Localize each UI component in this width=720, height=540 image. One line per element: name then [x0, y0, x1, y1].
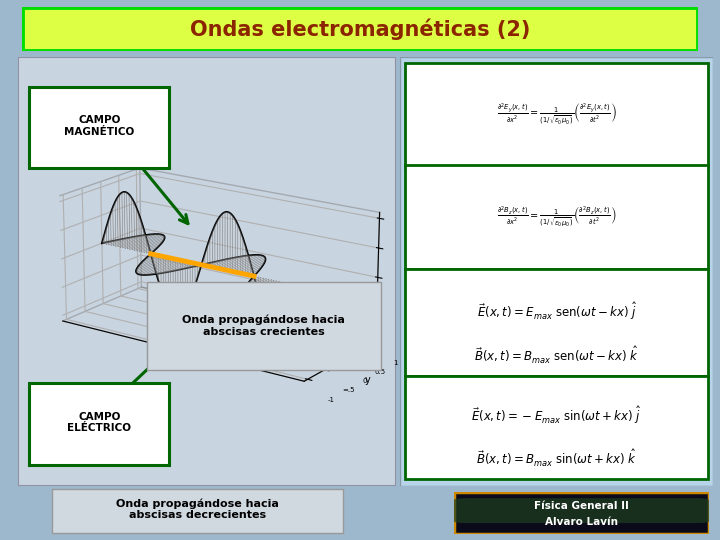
FancyBboxPatch shape [405, 376, 708, 478]
Text: Onda propagándose hacia
abscisas decrecientes: Onda propagándose hacia abscisas decreci… [116, 498, 279, 521]
FancyBboxPatch shape [22, 7, 698, 51]
Text: $\frac{\partial^2 B_z(x,t)}{\partial x^2} = \frac{1}{(1/\sqrt{\varepsilon_0\mu_0: $\frac{\partial^2 B_z(x,t)}{\partial x^2… [497, 205, 616, 230]
Text: Ondas electromagnéticas (2): Ondas electromagnéticas (2) [190, 18, 530, 40]
Text: $\vec{E}(x,t)= -E_{max}\ \sin(\omega t + kx)\ \hat{j}$: $\vec{E}(x,t)= -E_{max}\ \sin(\omega t +… [472, 403, 642, 426]
FancyBboxPatch shape [405, 165, 708, 269]
Text: CAMPO
MAGNÉTICO: CAMPO MAGNÉTICO [64, 116, 135, 137]
Y-axis label: y: y [365, 375, 371, 385]
Text: Alvaro Lavín: Alvaro Lavín [545, 517, 618, 527]
FancyBboxPatch shape [400, 57, 713, 486]
FancyBboxPatch shape [18, 57, 396, 486]
Text: Física General II: Física General II [534, 501, 629, 511]
FancyBboxPatch shape [52, 489, 343, 532]
FancyBboxPatch shape [30, 383, 169, 464]
Text: $\vec{B}(x,t)= B_{max}\ \mathrm{sen}(\omega t - kx)\ \hat{k}$: $\vec{B}(x,t)= B_{max}\ \mathrm{sen}(\om… [474, 345, 639, 366]
FancyBboxPatch shape [147, 282, 381, 370]
Text: CAMPO
ELÉCTRICO: CAMPO ELÉCTRICO [67, 411, 131, 433]
FancyBboxPatch shape [454, 498, 709, 523]
FancyBboxPatch shape [454, 492, 709, 534]
FancyBboxPatch shape [30, 87, 169, 168]
FancyBboxPatch shape [405, 269, 708, 376]
Text: $\vec{E}(x,t)= E_{max}\ \mathrm{sen}(\omega t - kx)\ \hat{j}$: $\vec{E}(x,t)= E_{max}\ \mathrm{sen}(\om… [477, 300, 636, 322]
Text: Onda propagándose hacia
abscisas crecientes: Onda propagándose hacia abscisas crecien… [182, 315, 345, 337]
Text: $\frac{\partial^2 E_y(x,t)}{\partial x^2} = \frac{1}{(1/\sqrt{\varepsilon_0\mu_0: $\frac{\partial^2 E_y(x,t)}{\partial x^2… [497, 102, 616, 127]
FancyBboxPatch shape [405, 63, 708, 167]
X-axis label: x: x [167, 362, 173, 372]
Text: $\vec{B}(x,t)= B_{max}\ \sin(\omega t + kx)\ \hat{k}$: $\vec{B}(x,t)= B_{max}\ \sin(\omega t + … [476, 448, 637, 469]
